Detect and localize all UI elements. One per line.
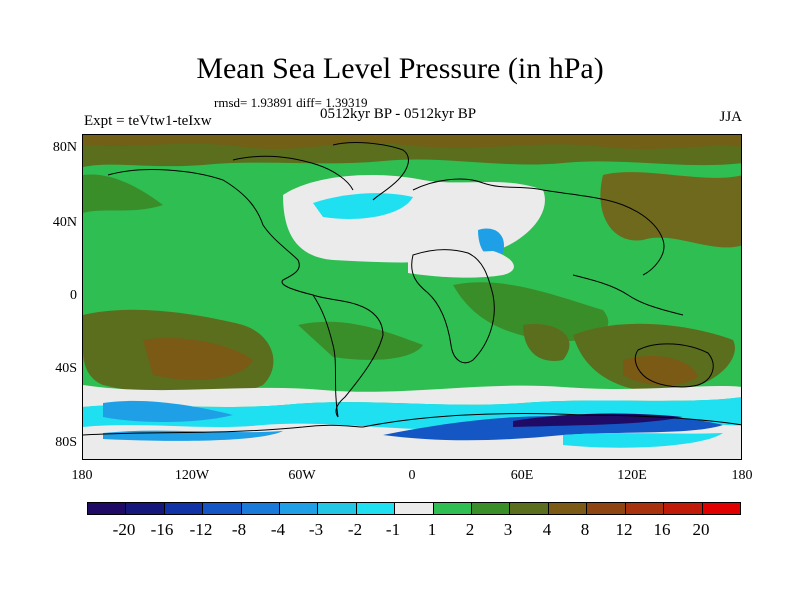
colorbar-label: 4 bbox=[542, 520, 552, 539]
lon-label-120e: 120E bbox=[617, 468, 647, 483]
maritime-continent-coast bbox=[572, 274, 684, 316]
colorbar-label: -12 bbox=[189, 520, 213, 539]
africa-coast bbox=[411, 249, 495, 364]
antarctic-patch-east bbox=[563, 433, 723, 448]
rmsd-diff-stats: rmsd= 1.93891 diff= 1.39319 bbox=[214, 95, 368, 110]
antarctic-coast-low-core bbox=[513, 413, 683, 427]
time-period-label: 0512kyr BP - 0512kyr BP bbox=[320, 106, 477, 122]
lon-label-120w: 120W bbox=[174, 468, 210, 483]
north-atlantic-low bbox=[313, 193, 413, 219]
south-america-west-coast bbox=[312, 294, 339, 418]
colorbar-box bbox=[203, 503, 242, 514]
colorbar-box bbox=[510, 503, 549, 514]
colorbar-label: -3 bbox=[308, 520, 324, 539]
colorbar-box bbox=[625, 503, 665, 514]
lon-label-60e: 60E bbox=[510, 468, 534, 483]
figure-title: Mean Sea Level Pressure (in hPa) bbox=[196, 52, 604, 85]
lon-label-180e: 180 bbox=[731, 468, 753, 483]
colorbar-box bbox=[164, 503, 204, 514]
colorbar-box bbox=[664, 503, 703, 514]
colorbar-label: 8 bbox=[580, 520, 590, 539]
greenland-coast bbox=[332, 142, 409, 201]
colorbar-box bbox=[433, 503, 473, 514]
colorbar-box bbox=[88, 503, 127, 514]
arabian-low bbox=[478, 228, 504, 259]
australia-coast bbox=[634, 343, 714, 388]
lat-label-40s: 40S bbox=[55, 361, 77, 376]
colorbar-box bbox=[356, 503, 396, 514]
colorbar-label: 12 bbox=[615, 520, 633, 539]
antarctica-coast bbox=[362, 413, 741, 428]
north-america-coast bbox=[107, 169, 359, 306]
southern-ocean-low-core-west bbox=[103, 400, 233, 422]
lat-label-80s: 80S bbox=[55, 435, 77, 450]
colorbar-box bbox=[548, 503, 588, 514]
colorbar-box bbox=[126, 503, 165, 514]
colorbar-box bbox=[472, 503, 511, 514]
colorbar-label: -8 bbox=[231, 520, 247, 539]
colorbar-box bbox=[318, 503, 357, 514]
eurasia-coast bbox=[412, 178, 665, 276]
lat-label-40n: 40N bbox=[52, 215, 77, 230]
east-africa-patch bbox=[523, 324, 570, 361]
colorbar-label: -16 bbox=[150, 520, 174, 539]
colorbar-label: 1 bbox=[427, 520, 437, 539]
north-pacific-darker bbox=[83, 174, 163, 213]
colorbar-label: -2 bbox=[347, 520, 363, 539]
colorbar-box bbox=[702, 503, 740, 514]
colorbar-box bbox=[280, 503, 319, 514]
australia-high bbox=[623, 356, 698, 386]
lon-label-180w: 180 bbox=[71, 468, 93, 483]
lon-label-60w: 60W bbox=[288, 468, 316, 483]
asia-pacific-high bbox=[600, 172, 741, 248]
colorbar-label: 2 bbox=[465, 520, 475, 539]
colorbar-label: -1 bbox=[385, 520, 401, 539]
south-america-coast bbox=[335, 304, 384, 418]
colorbar-label: -20 bbox=[112, 520, 136, 539]
colorbar bbox=[87, 502, 741, 515]
southern-ocean-neutral bbox=[83, 385, 741, 407]
experiment-label: Expt = teVtw1-teIxw bbox=[84, 113, 212, 129]
colorbar-label: 16 bbox=[653, 520, 671, 539]
colorbar-box bbox=[395, 503, 434, 514]
colorbar-box bbox=[241, 503, 281, 514]
lat-label-equator: 0 bbox=[70, 288, 77, 303]
sahara-neutral bbox=[408, 250, 514, 278]
colorbar-box bbox=[587, 503, 626, 514]
south-pacific-high bbox=[143, 337, 253, 380]
coastlines bbox=[83, 142, 741, 436]
lat-label-80n: 80N bbox=[52, 140, 77, 155]
canada-arctic-coast bbox=[232, 155, 354, 191]
colorbar-label: -4 bbox=[270, 520, 286, 539]
colorbar-label: 20 bbox=[692, 520, 710, 539]
indian-ocean-patch bbox=[453, 282, 609, 342]
arctic-core bbox=[83, 135, 741, 150]
lon-label-0: 0 bbox=[408, 468, 416, 483]
antarctica-coast-west bbox=[83, 424, 364, 436]
pressure-anomaly-map bbox=[82, 134, 742, 460]
season-label: JJA bbox=[719, 109, 742, 125]
map-canvas bbox=[83, 135, 741, 459]
colorbar-label: 3 bbox=[503, 520, 513, 539]
